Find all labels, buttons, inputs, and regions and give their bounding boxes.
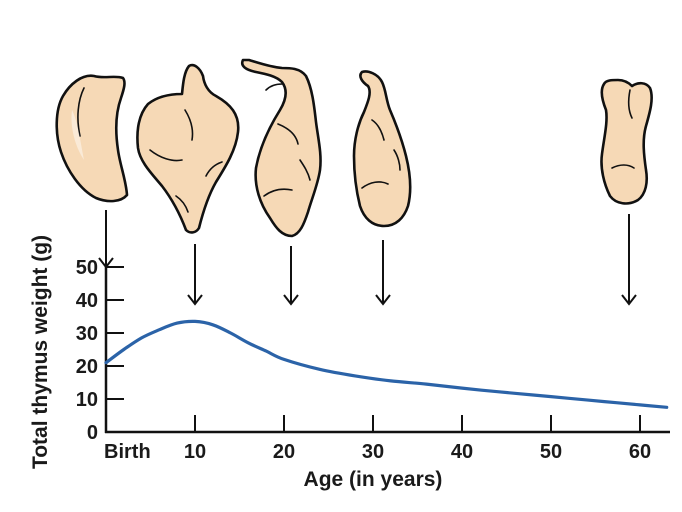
thymus-illustration-birth <box>55 74 129 203</box>
thymus-illustrations <box>55 58 653 238</box>
y-tick-label: 30 <box>76 323 98 345</box>
x-tick-label: Birth <box>104 441 151 463</box>
x-tick-label: 60 <box>629 441 651 463</box>
thymus-illustration-age-60 <box>600 78 653 205</box>
y-ticks: 0 10 20 30 40 50 <box>76 257 124 444</box>
y-tick-label: 10 <box>76 389 98 411</box>
arrow-age-20 <box>283 246 299 306</box>
y-tick-label: 20 <box>76 356 98 378</box>
y-tick-label: 50 <box>76 257 98 279</box>
x-axis-title: Age (in years) <box>304 468 443 491</box>
x-tick-label: 40 <box>451 441 473 463</box>
thymus-illustration-age-20 <box>240 58 322 238</box>
thymus-illustration-age-30 <box>352 70 412 228</box>
y-axis-title: Total thymus weight (g) <box>29 235 52 469</box>
x-tick-label: 20 <box>273 441 295 463</box>
arrow-age-60 <box>621 214 637 306</box>
arrow-age-10 <box>187 244 203 306</box>
x-tick-label: 50 <box>540 441 562 463</box>
thymus-illustration-age-10 <box>136 63 240 234</box>
arrow-age-30 <box>375 240 391 306</box>
y-tick-label: 40 <box>76 290 98 312</box>
axes <box>104 264 670 434</box>
x-tick-label: 10 <box>184 441 206 463</box>
series-line <box>104 319 669 409</box>
x-tick-label: 30 <box>362 441 384 463</box>
x-ticks: Birth 10 20 30 40 50 60 <box>104 415 651 463</box>
annotation-arrows <box>98 210 637 306</box>
arrow-birth <box>98 210 114 269</box>
y-tick-label: 0 <box>87 422 98 444</box>
